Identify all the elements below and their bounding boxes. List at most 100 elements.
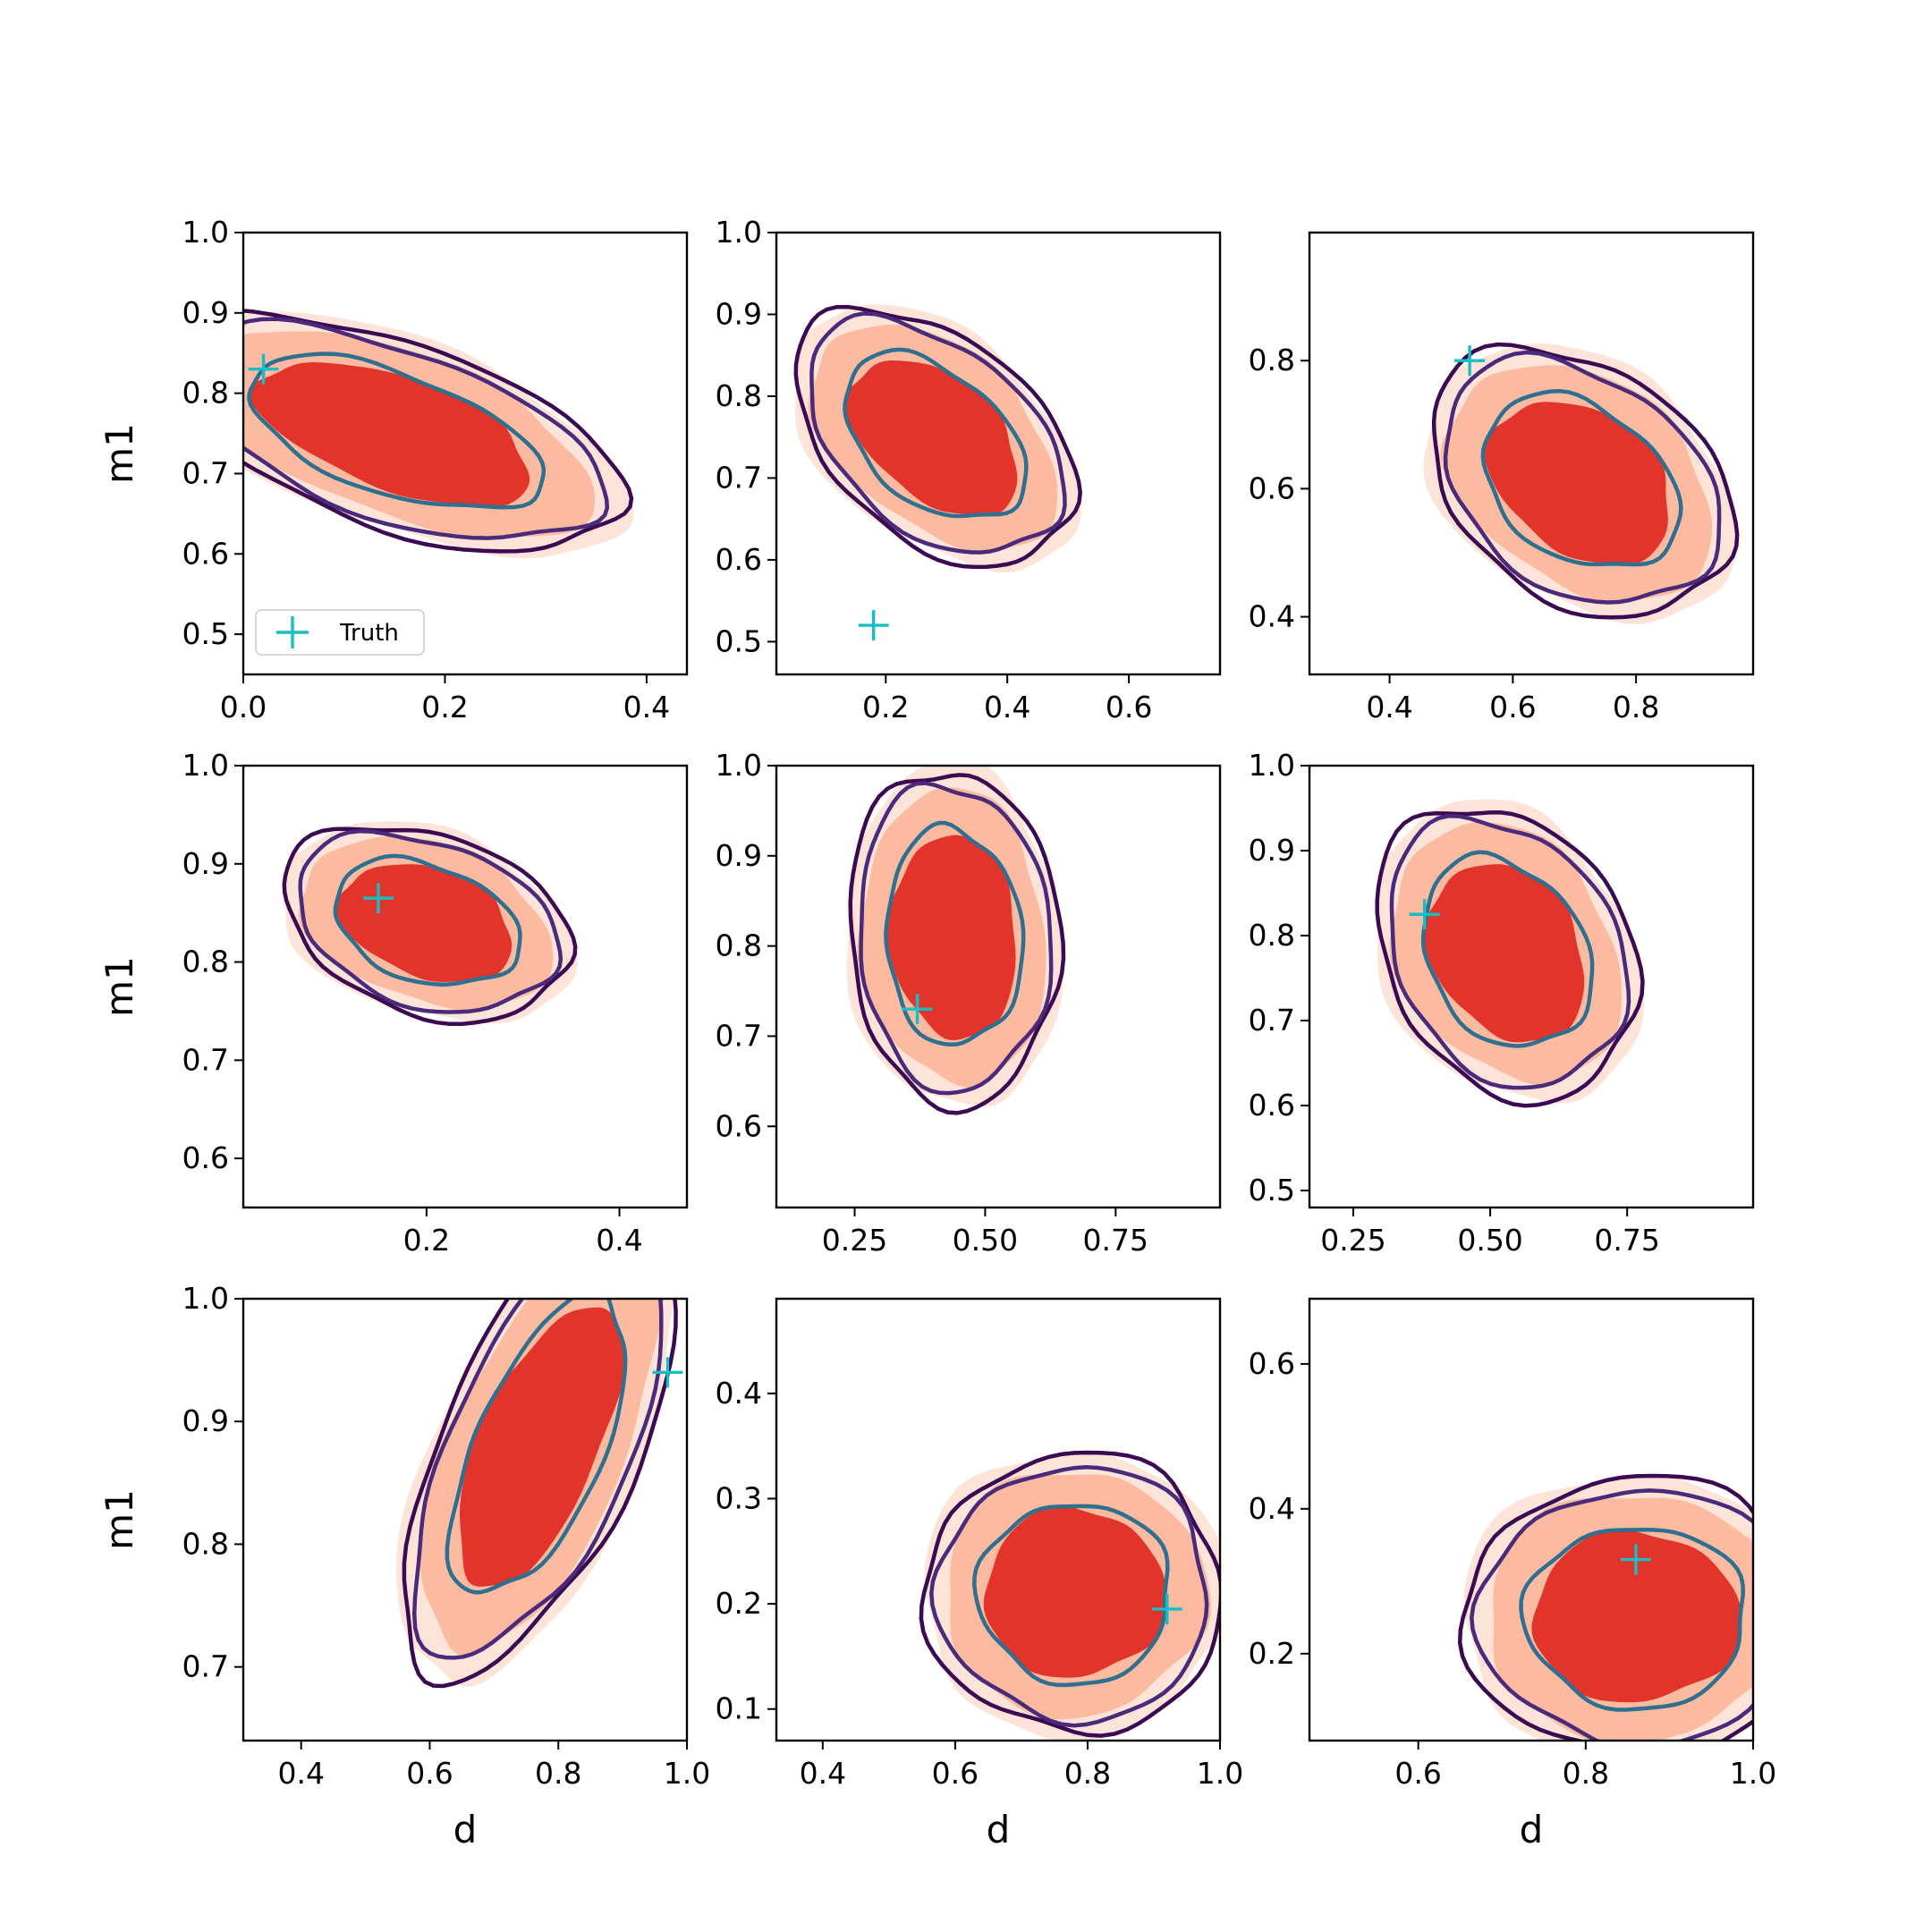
x-tick-label: 0.2 xyxy=(421,690,468,724)
x-tick-label: 0.6 xyxy=(406,1756,453,1791)
contour-mid xyxy=(1443,350,1722,605)
axes-frame xyxy=(242,1297,689,1742)
contour-outer xyxy=(243,309,634,554)
plot-area xyxy=(1423,342,1740,624)
truth-marker xyxy=(902,994,933,1025)
x-tick-label: 0.4 xyxy=(984,690,1030,724)
contour-inner xyxy=(247,352,547,510)
plot-area xyxy=(243,309,634,559)
contour-inner xyxy=(1420,850,1595,1048)
contour-inner xyxy=(333,853,522,987)
density-fill-inner xyxy=(886,835,1016,1040)
contour-outer xyxy=(919,1450,1220,1738)
y-tick-label: 0.6 xyxy=(182,1140,229,1175)
density-fill-inner xyxy=(1422,864,1585,1043)
truth-marker xyxy=(1409,899,1440,930)
y-tick-label: 0.2 xyxy=(1249,1636,1295,1671)
contour-outer xyxy=(402,1299,678,1689)
contour-outer xyxy=(282,826,578,1027)
x-tick-label: 0.50 xyxy=(953,1223,1018,1258)
x-tick-label: 0.6 xyxy=(1394,1756,1441,1791)
contour-inner xyxy=(884,820,1026,1047)
y-tick-label: 0.7 xyxy=(182,1042,229,1077)
y-tick-label: 0.8 xyxy=(1249,918,1295,953)
y-tick-label: 0.2 xyxy=(716,1586,762,1621)
y-tick-label: 0.5 xyxy=(716,623,762,658)
x-tick-label: 0.4 xyxy=(596,1223,642,1258)
x-tick-label: 0.25 xyxy=(1320,1223,1385,1258)
y-axis-label: m1 xyxy=(97,956,141,1017)
contour-inner xyxy=(843,347,1029,519)
axes-frame xyxy=(775,1297,1222,1742)
y-tick-label: 0.4 xyxy=(1249,599,1295,634)
y-tick-label: 0.6 xyxy=(1249,1088,1295,1123)
y-tick-label: 1.0 xyxy=(1249,748,1295,783)
y-axis-label: m1 xyxy=(97,423,141,484)
truth-marker xyxy=(1620,1544,1651,1575)
contour-outer xyxy=(1457,1473,1753,1741)
x-tick-label: 0.8 xyxy=(1613,690,1659,724)
truth-marker xyxy=(362,883,394,914)
y-tick-label: 0.9 xyxy=(182,295,229,330)
x-tick-label: 0.4 xyxy=(1366,690,1412,724)
legend: Truth xyxy=(255,609,425,656)
y-tick-label: 0.8 xyxy=(182,1526,229,1561)
y-tick-label: 0.6 xyxy=(716,542,762,577)
y-tick-label: 0.7 xyxy=(1249,1003,1295,1038)
contour-mid xyxy=(929,1465,1209,1728)
contour-mid xyxy=(1470,1488,1753,1741)
x-tick-label: 0.8 xyxy=(535,1756,581,1791)
x-tick-label: 0.4 xyxy=(277,1756,324,1791)
y-tick-label: 0.9 xyxy=(716,838,762,873)
y-tick-label: 0.9 xyxy=(182,1403,229,1438)
y-tick-label: 0.7 xyxy=(182,455,229,490)
y-tick-label: 0.9 xyxy=(182,846,229,881)
truth-marker xyxy=(652,1357,683,1388)
panel-3: 0.4 0.6 0.8 0.4 0.6 0.8 xyxy=(1249,231,1755,724)
y-tick-label: 1.0 xyxy=(716,215,762,250)
panel-8: 0.4 0.6 0.8 1.0 0.1 0.2 0.3 0.4 d xyxy=(716,1297,1243,1852)
x-tick-label: 0.75 xyxy=(1594,1223,1659,1258)
y-tick-label: 0.4 xyxy=(716,1376,762,1411)
panel-9: 0.6 0.8 1.0 0.2 0.4 0.6 d xyxy=(1249,1297,1776,1852)
contour-outer xyxy=(793,304,1082,570)
x-tick-label: 1.0 xyxy=(664,1756,710,1791)
plot-area xyxy=(1375,799,1645,1108)
y-tick-label: 1.0 xyxy=(182,1281,229,1316)
y-tick-label: 0.8 xyxy=(716,928,762,963)
plot-area xyxy=(1457,1473,1753,1741)
y-tick-label: 0.8 xyxy=(716,378,762,413)
y-tick-label: 0.6 xyxy=(182,536,229,571)
axes-frame xyxy=(1308,1297,1755,1742)
contour-outer xyxy=(1375,810,1645,1108)
truth-marker xyxy=(858,610,889,641)
y-tick-label: 0.6 xyxy=(1249,470,1295,505)
contour-mid xyxy=(809,311,1067,555)
contour-inner xyxy=(445,1299,628,1595)
y-tick-label: 0.7 xyxy=(716,1018,762,1053)
x-tick-label: 0.2 xyxy=(862,690,909,724)
x-tick-label: 0.6 xyxy=(932,1756,979,1791)
plot-area xyxy=(919,1450,1220,1741)
x-tick-label: 1.0 xyxy=(1197,1756,1243,1791)
panel-1: 0.0 0.2 0.4 0.5 0.6 0.7 0.8 0.9 1.0 m1 Truth xyxy=(97,215,689,724)
x-tick-label: 0.25 xyxy=(822,1223,887,1258)
panel-7: 0.4 0.6 0.8 1.0 0.7 0.8 0.9 1.0 m1 d xyxy=(97,1281,710,1852)
x-tick-label: 0.6 xyxy=(1106,690,1152,724)
y-tick-label: 0.9 xyxy=(1249,833,1295,868)
axes-frame xyxy=(775,231,1222,676)
contour-inner xyxy=(1480,388,1683,567)
x-tick-label: 1.0 xyxy=(1730,1756,1776,1791)
y-tick-label: 0.6 xyxy=(1249,1346,1295,1381)
plot-area xyxy=(846,766,1066,1115)
y-tick-label: 0.4 xyxy=(1249,1491,1295,1526)
axes-frame xyxy=(1308,231,1755,676)
panel-5: 0.25 0.50 0.75 0.6 0.7 0.8 0.9 1.0 xyxy=(716,748,1222,1258)
panel-2: 0.2 0.4 0.6 0.5 0.6 0.7 0.8 0.9 1.0 xyxy=(716,215,1222,724)
y-tick-label: 0.8 xyxy=(182,945,229,979)
y-axis-label: m1 xyxy=(97,1489,141,1550)
y-tick-label: 0.5 xyxy=(1249,1173,1295,1208)
density-fill-inner xyxy=(1531,1529,1741,1703)
density-fill-inner xyxy=(843,360,1018,516)
density-fill-inner xyxy=(460,1307,626,1587)
